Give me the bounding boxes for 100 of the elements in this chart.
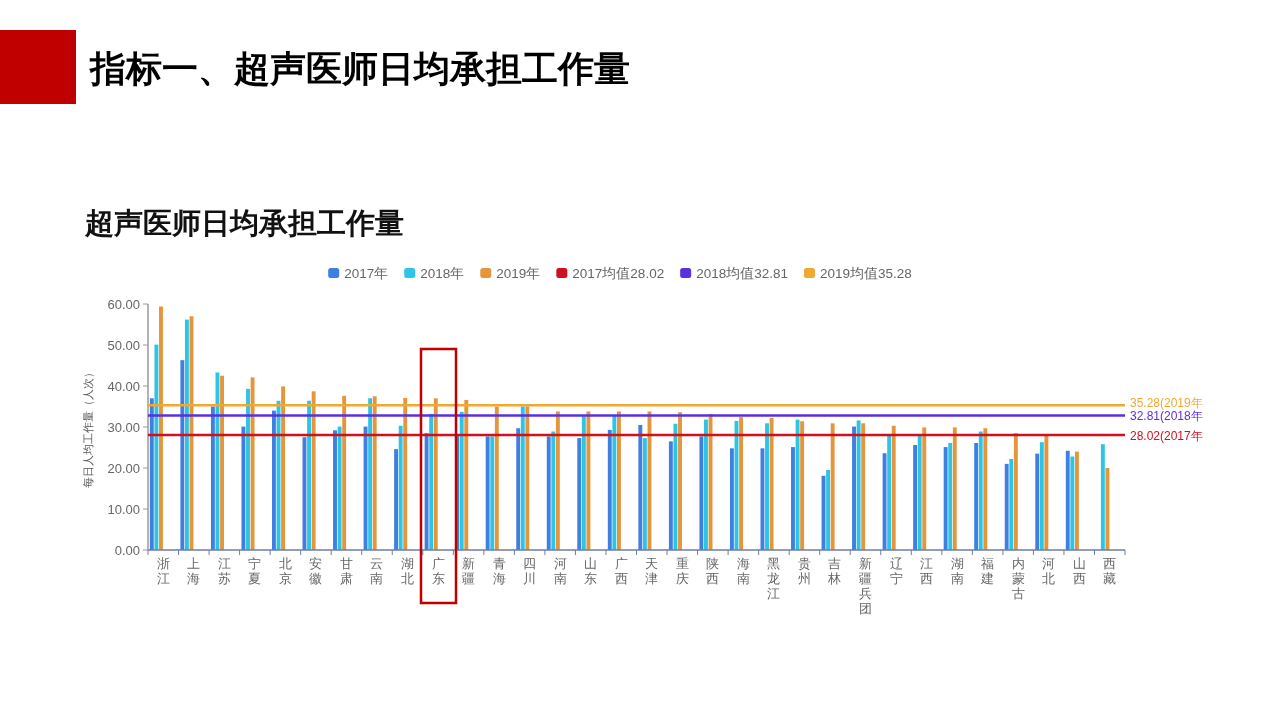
- bar: [180, 360, 185, 550]
- bar: [525, 406, 530, 550]
- bar: [974, 442, 979, 550]
- bar: [638, 424, 643, 550]
- x-tick-label: 黑龙江: [767, 556, 781, 601]
- x-tick-label: 广东: [431, 556, 445, 586]
- bar: [577, 438, 582, 550]
- bar: [729, 448, 734, 550]
- bar: [307, 400, 311, 550]
- bar: [459, 411, 464, 550]
- bar: [555, 411, 560, 550]
- bar: [952, 427, 957, 550]
- legend-label: 2017年: [344, 265, 389, 281]
- x-tick-label: 湖南: [950, 556, 964, 586]
- bar: [159, 306, 163, 550]
- x-tick-label: 河南: [553, 556, 567, 586]
- bar: [241, 426, 246, 550]
- bar: [311, 391, 316, 550]
- bar: [464, 399, 469, 550]
- bar: [546, 436, 551, 550]
- bar: [333, 430, 337, 550]
- chart-title: 指标一、超声医师日均承担工作量: [88, 48, 630, 89]
- bar: [739, 417, 744, 550]
- bar: [769, 417, 774, 550]
- bar: [678, 412, 682, 550]
- x-tick-label: 宁夏: [248, 556, 262, 586]
- bar: [581, 416, 586, 550]
- bar: [1074, 451, 1079, 550]
- y-tick-label: 10.00: [107, 501, 140, 517]
- bar: [250, 377, 255, 550]
- y-tick-label: 30.00: [107, 419, 140, 435]
- x-tick-label: 甘肃: [339, 556, 353, 586]
- bar: [394, 449, 399, 550]
- x-tick-label: 浙江: [156, 556, 170, 586]
- bar: [398, 425, 403, 550]
- x-tick-label: 湖北: [401, 556, 415, 586]
- bar: [882, 453, 887, 550]
- bar: [978, 431, 983, 550]
- bar: [184, 319, 189, 550]
- bar: [551, 431, 556, 550]
- bar: [368, 398, 373, 550]
- y-tick-label: 60.00: [107, 296, 140, 312]
- bar: [433, 398, 438, 550]
- bar: [1105, 468, 1110, 550]
- text: 28.02(2017年: [1130, 428, 1203, 443]
- bar: [760, 448, 765, 550]
- bar: [403, 397, 408, 550]
- x-tick-label: 辽宁: [889, 556, 903, 586]
- bar: [337, 426, 342, 550]
- x-tick-label: 青海: [492, 556, 506, 586]
- x-tick-label: 海南: [736, 556, 750, 586]
- bar: [246, 388, 250, 550]
- x-tick-label: 安徽: [309, 556, 323, 586]
- y-tick-label: 50.00: [107, 337, 140, 353]
- chart-subtitle: 超声医师日均承担工作量: [84, 207, 404, 239]
- x-tick-label: 河北: [1042, 556, 1056, 586]
- x-tick-label: 新疆兵团: [858, 556, 872, 616]
- bar: [861, 423, 866, 550]
- legend-label: 2018均值32.81: [696, 265, 788, 281]
- bar: [154, 344, 159, 550]
- y-tick-label: 20.00: [107, 460, 140, 476]
- bar: [826, 470, 831, 550]
- x-tick-label: 山西: [1072, 556, 1086, 586]
- bar: [673, 423, 678, 550]
- bar: [1100, 444, 1105, 550]
- bar: [983, 428, 988, 550]
- y-axis-title: 每日人均工作量（人次）: [82, 366, 94, 488]
- bar: [1004, 463, 1009, 550]
- text: 35.28(2019年: [1130, 395, 1203, 410]
- bar: [372, 396, 377, 550]
- x-tick-label: 上海: [187, 556, 201, 586]
- legend-label: 2019均值35.28: [819, 265, 912, 281]
- bar: [852, 426, 856, 550]
- bar: [642, 438, 647, 550]
- bar: [913, 445, 918, 550]
- bar: [281, 386, 286, 550]
- x-tick-label: 陕西: [706, 556, 720, 586]
- x-tick-label: 西藏: [1103, 556, 1117, 586]
- bar: [830, 423, 835, 550]
- bar: [272, 410, 276, 550]
- bar: [210, 406, 215, 550]
- bar: [856, 420, 861, 550]
- x-tick-label: 福建: [980, 556, 995, 586]
- bar: [922, 427, 927, 550]
- bar: [520, 406, 525, 550]
- bar: [699, 436, 704, 550]
- x-tick-label: 重庆: [675, 556, 689, 586]
- y-tick-label: 0.00: [114, 542, 140, 558]
- bar: [917, 435, 922, 550]
- legend-label: 2018年: [420, 265, 465, 281]
- bar: [485, 436, 490, 550]
- bar: [943, 447, 948, 550]
- x-tick-label: 贵州: [797, 556, 811, 586]
- bar: [342, 395, 347, 550]
- bar: [668, 441, 673, 550]
- bar: [516, 428, 521, 550]
- bar: [1013, 433, 1018, 550]
- x-tick-label: 新疆: [462, 556, 476, 586]
- bar: [220, 375, 224, 550]
- bar: [586, 411, 591, 550]
